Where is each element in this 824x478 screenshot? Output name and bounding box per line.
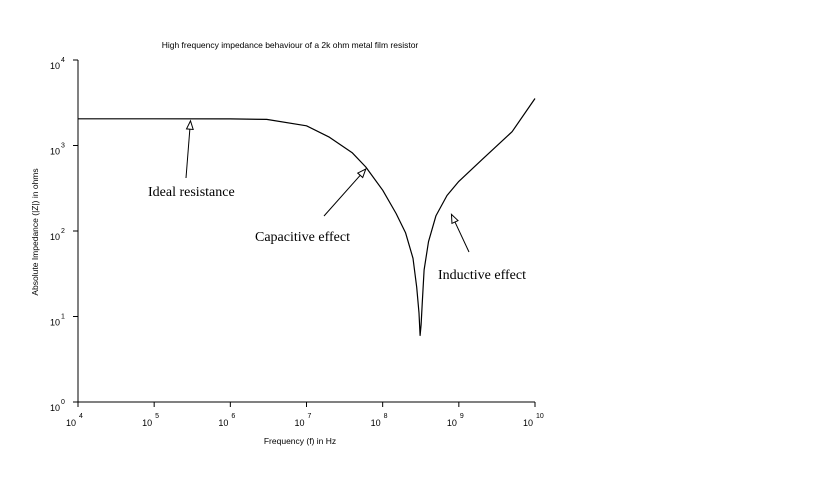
x-tick-label-exponent: 5 xyxy=(155,413,159,420)
annotation-label: Ideal resistance xyxy=(148,185,235,200)
x-axis-label: Frequency (f) in Hz xyxy=(264,436,336,446)
y-axis-label: Absolute Impedance (|Z|) in ohms xyxy=(30,168,40,295)
x-tick-label-exponent: 10 xyxy=(536,413,544,420)
impedance-curve xyxy=(78,99,535,336)
y-tick-label-exponent: 4 xyxy=(61,57,65,64)
x-tick-label-exponent: 7 xyxy=(308,413,312,420)
y-tick-label-base: 10 xyxy=(50,403,60,413)
annotation-arrowhead xyxy=(451,214,458,223)
y-tick-label-base: 10 xyxy=(50,318,60,328)
annotation-layer: Ideal resistance Capacitive effect Inducti… xyxy=(148,121,526,283)
x-tick-label-exponent: 4 xyxy=(79,413,83,420)
x-tick-label-exponent: 9 xyxy=(460,413,464,420)
y-tick-label-base: 10 xyxy=(50,232,60,242)
x-tick-label-base: 10 xyxy=(447,418,457,428)
x-tick-label-exponent: 8 xyxy=(384,413,388,420)
x-tick-label-base: 10 xyxy=(523,418,533,428)
y-tick-label-exponent: 0 xyxy=(61,399,65,406)
x-tick-label-exponent: 6 xyxy=(231,413,235,420)
y-tick-label-base: 10 xyxy=(50,147,60,157)
annotation-label: Inductive effect xyxy=(438,268,526,283)
annotation-arrowhead xyxy=(187,121,194,130)
x-tick-label-base: 10 xyxy=(66,418,76,428)
x-tick-label-base: 10 xyxy=(142,418,152,428)
x-tick-label-base: 10 xyxy=(294,418,304,428)
y-tick-label-exponent: 3 xyxy=(61,143,65,150)
y-tick-label-exponent: 1 xyxy=(61,314,65,321)
series-layer xyxy=(78,99,535,336)
y-tick-label-base: 10 xyxy=(50,61,60,71)
x-tick-label-base: 10 xyxy=(218,418,228,428)
chart-title: High frequency impedance behaviour of a … xyxy=(162,40,419,50)
y-tick-label-exponent: 2 xyxy=(61,228,65,235)
annotation-label: Capacitive effect xyxy=(255,230,350,245)
annotation-arrow-line xyxy=(324,169,366,216)
x-tick-label-base: 10 xyxy=(371,418,381,428)
